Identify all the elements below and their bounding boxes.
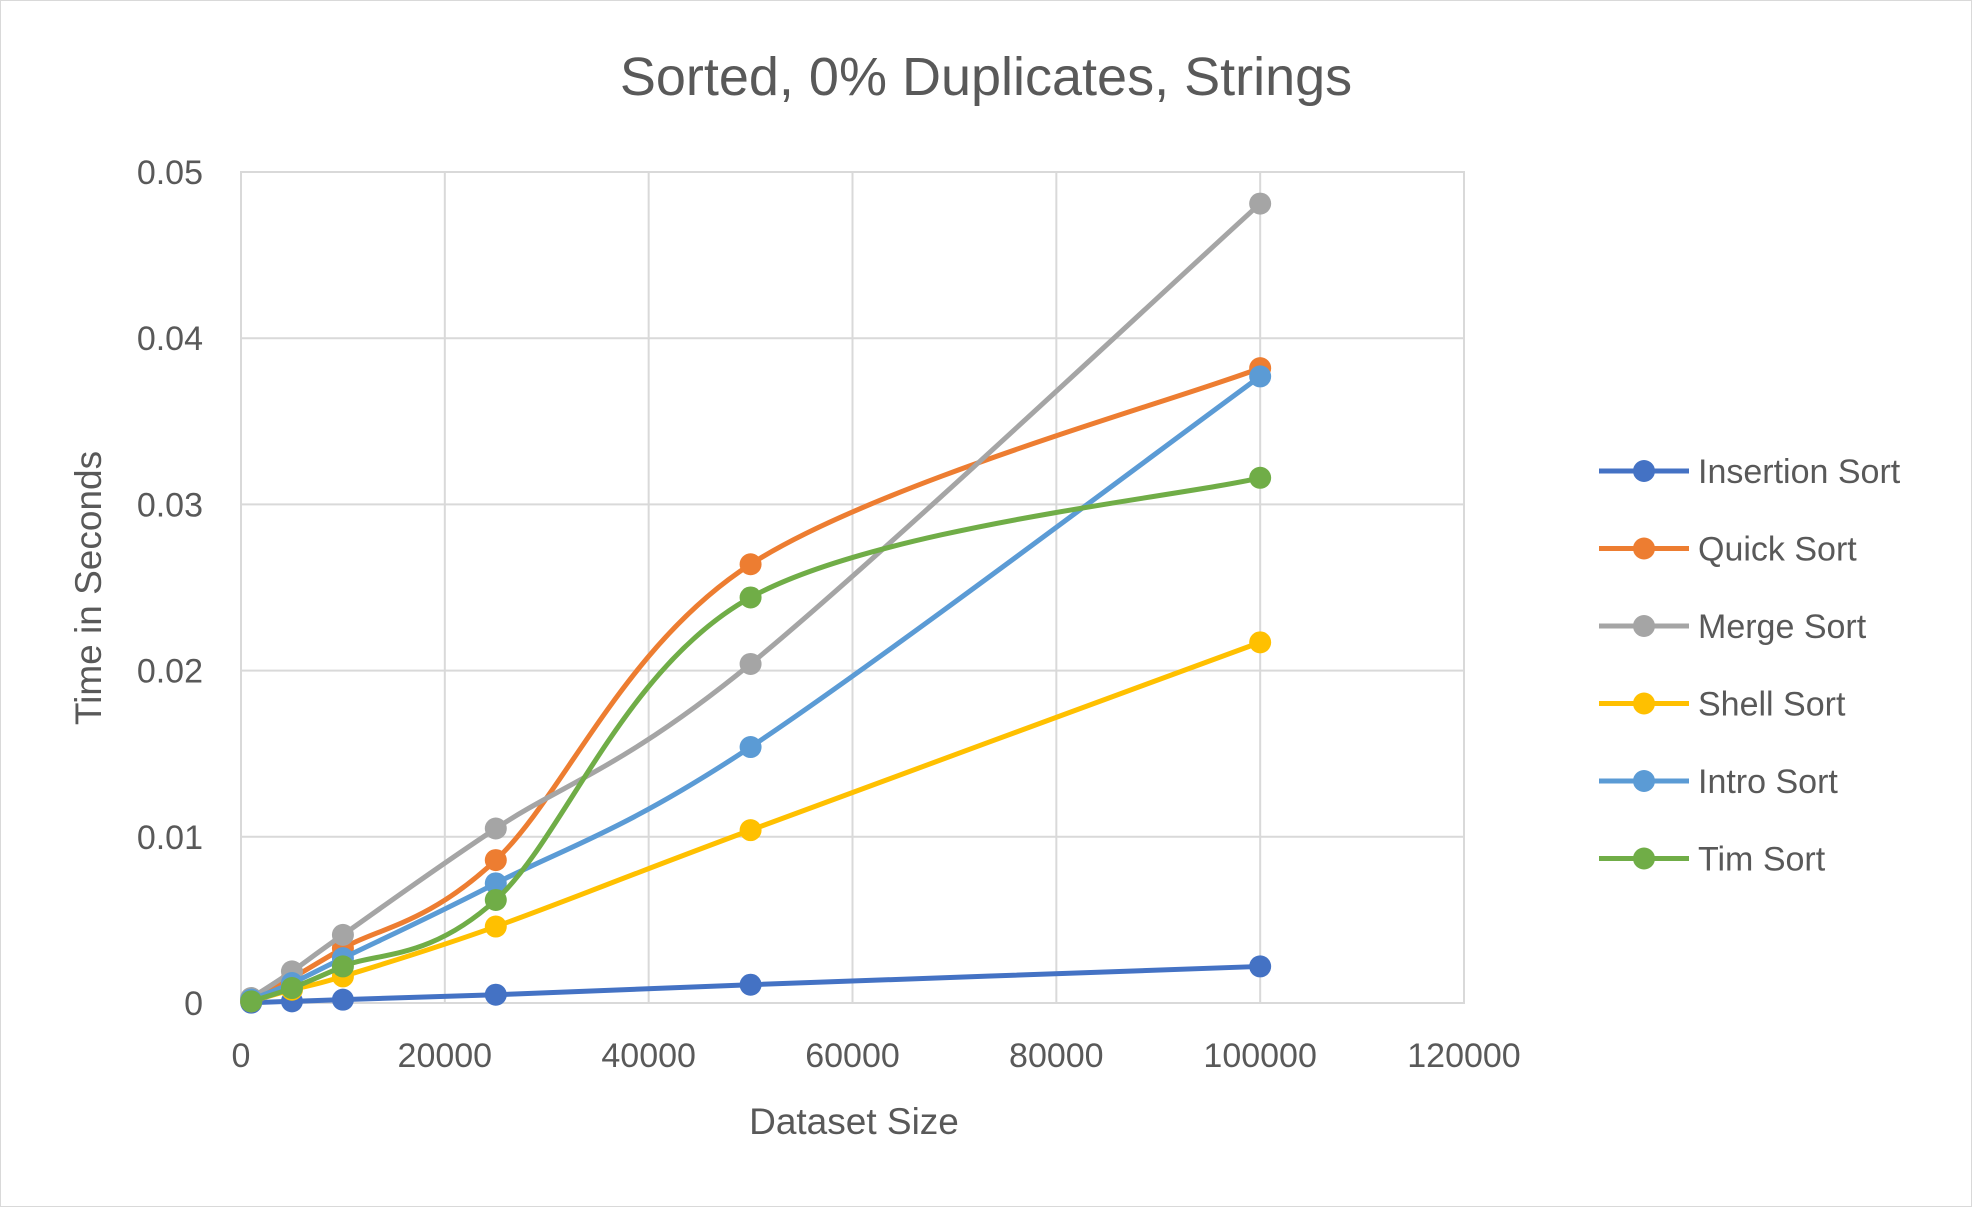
legend-label: Quick Sort	[1698, 531, 1857, 569]
legend-label: Tim Sort	[1698, 841, 1826, 879]
data-point-intro-sort	[739, 736, 762, 759]
data-point-tim-sort	[331, 955, 354, 978]
x-tick-label: 0	[232, 1037, 251, 1075]
plot-area	[240, 171, 1465, 1004]
legend-marker	[1633, 770, 1655, 792]
legend-marker	[1633, 460, 1655, 482]
x-tick-label: 60000	[805, 1037, 900, 1075]
chart-title: Sorted, 0% Duplicates, Strings	[620, 47, 1352, 107]
y-axis-label: Time in Seconds	[68, 451, 109, 725]
gridlines	[240, 171, 1465, 1004]
legend-item-quick-sort: Quick Sort	[1599, 531, 1857, 569]
data-point-tim-sort	[280, 977, 303, 1000]
y-tick-label: 0.01	[137, 819, 203, 857]
y-tick-label: 0.03	[137, 486, 203, 524]
data-point-shell-sort	[484, 915, 507, 938]
legend-label: Shell Sort	[1698, 686, 1846, 724]
legend-item-insertion-sort: Insertion Sort	[1599, 453, 1901, 491]
data-point-intro-sort	[484, 872, 507, 895]
data-point-merge-sort	[484, 817, 507, 840]
y-tick-label: 0.02	[137, 653, 203, 691]
legend-item-merge-sort: Merge Sort	[1599, 608, 1867, 646]
data-point-tim-sort	[739, 586, 762, 609]
legend-item-intro-sort: Intro Sort	[1599, 763, 1838, 801]
x-tick-label: 100000	[1203, 1037, 1316, 1075]
series-line-shell-sort	[248, 639, 1263, 1004]
legend-marker	[1633, 847, 1655, 870]
data-point-merge-sort	[739, 652, 762, 675]
data-point-insertion-sort	[331, 988, 354, 1011]
data-point-insertion-sort	[1249, 955, 1272, 978]
data-point-merge-sort	[1249, 192, 1272, 215]
y-tick-label: 0	[184, 985, 203, 1023]
x-tick-label: 20000	[398, 1037, 493, 1075]
data-point-quick-sort	[484, 849, 507, 872]
series-tim-sort	[240, 466, 1272, 1013]
legend: Insertion Sort Quick Sort Merge Sort Shell …	[1599, 453, 1901, 879]
legend-label: Insertion Sort	[1698, 453, 1901, 491]
x-tick-label: 80000	[1009, 1037, 1104, 1075]
x-tick-label: 120000	[1407, 1037, 1520, 1075]
data-point-intro-sort	[1249, 365, 1272, 388]
series-line-intro-sort	[248, 373, 1263, 1003]
data-point-tim-sort	[240, 990, 263, 1013]
legend-label: Intro Sort	[1698, 763, 1838, 801]
y-tick-label: 0.05	[137, 154, 203, 192]
legend-label: Merge Sort	[1698, 608, 1867, 646]
data-point-tim-sort	[484, 888, 507, 911]
series-quick-sort	[240, 357, 1272, 1011]
data-point-shell-sort	[1249, 631, 1272, 654]
axis-tick-labels: 0 0.01 0.02 0.03 0.04 0.05 0 20000 40000 60000 800…	[137, 154, 1521, 1075]
data-point-insertion-sort	[484, 983, 507, 1006]
series-intro-sort	[240, 365, 1272, 1011]
series-line-merge-sort	[248, 201, 1263, 1001]
data-point-tim-sort	[1249, 466, 1272, 489]
x-tick-label: 40000	[601, 1037, 696, 1075]
data-point-quick-sort	[739, 553, 762, 576]
legend-marker	[1633, 692, 1655, 715]
legend-item-shell-sort: Shell Sort	[1599, 686, 1846, 724]
series-line-tim-sort	[248, 475, 1263, 1004]
legend-item-tim-sort: Tim Sort	[1599, 841, 1826, 879]
y-tick-label: 0.04	[137, 320, 203, 358]
legend-marker	[1633, 537, 1655, 560]
x-axis-label: Dataset Size	[749, 1101, 959, 1142]
data-point-merge-sort	[331, 923, 354, 946]
data-point-shell-sort	[739, 819, 762, 842]
series-insertion-sort	[240, 955, 1272, 1014]
data-point-insertion-sort	[739, 973, 762, 996]
series-layer	[240, 192, 1272, 1014]
legend-marker	[1633, 615, 1655, 637]
series-line-quick-sort	[248, 365, 1263, 1003]
